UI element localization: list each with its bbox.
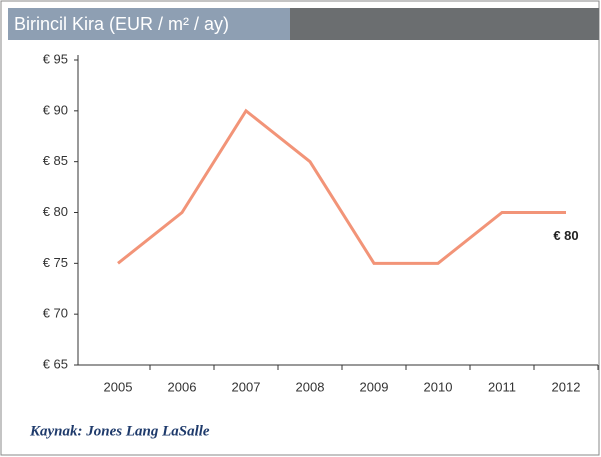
x-tick-label: 2009 [360, 379, 389, 394]
line [117, 108, 566, 265]
title-bar-right [290, 8, 599, 40]
y-tick-label: € 80 [43, 204, 68, 219]
x-tick-label: 2005 [104, 379, 133, 394]
x-tick-label: 2008 [296, 379, 325, 394]
y-tick-label: € 70 [43, 306, 68, 321]
x-tick-label: 2012 [552, 379, 581, 394]
x-tick-label: 2006 [168, 379, 197, 394]
y-tick-label: € 90 [43, 102, 68, 117]
y-tick-label: € 85 [43, 153, 68, 168]
y-tick-label: € 65 [43, 356, 68, 371]
annotation: € 80 [553, 228, 578, 243]
x-tick-label: 2007 [232, 379, 261, 394]
title-bar [8, 8, 290, 40]
y-tick-label: € 95 [43, 51, 68, 66]
x-tick-label: 2011 [488, 379, 516, 394]
x-tick-label: 2010 [424, 379, 453, 394]
source: Kaynak: Jones Lang LaSalle [29, 423, 210, 439]
chart-title: Birincil Kira (EUR / m² / ay) [14, 14, 229, 34]
y-tick-label: € 75 [43, 255, 68, 270]
